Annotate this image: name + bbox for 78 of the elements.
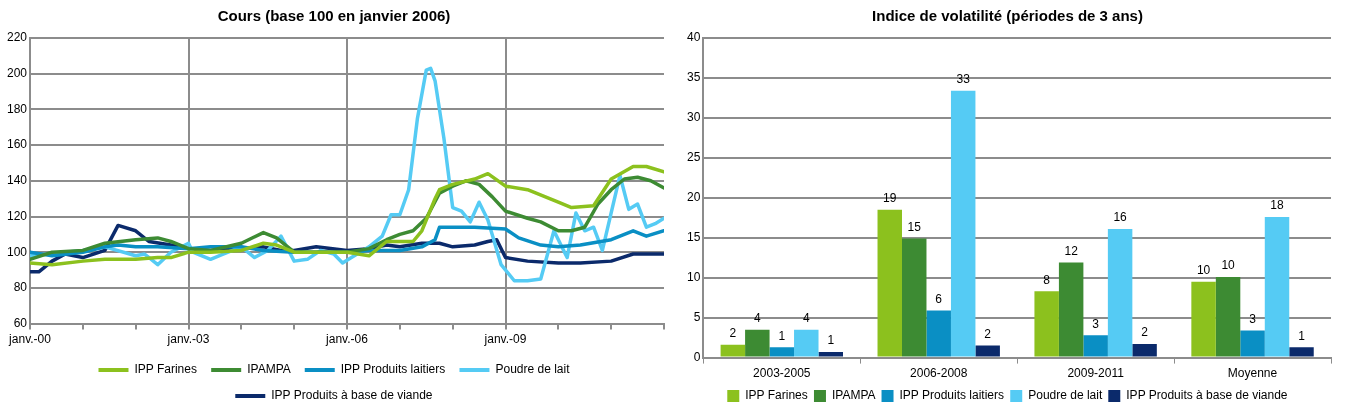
- y-tick-label: 180: [6, 101, 28, 116]
- bar: [1289, 347, 1314, 357]
- legend-label: Poudre de lait: [1028, 388, 1103, 403]
- data-label: 2: [729, 326, 737, 341]
- bar: [877, 209, 902, 357]
- data-label: 3: [1249, 311, 1257, 326]
- bar: [975, 345, 1000, 357]
- data-label: 19: [883, 191, 897, 206]
- data-label: 33: [956, 72, 971, 87]
- legend-label: IPAMPA: [831, 388, 876, 403]
- y-tick-label: 120: [6, 208, 28, 223]
- y-tick-label: 220: [6, 30, 28, 45]
- data-label: 18: [1270, 198, 1285, 213]
- bar: [1215, 276, 1241, 357]
- x-tick-label: Moyenne: [1227, 366, 1278, 381]
- data-label: 10: [1221, 258, 1236, 273]
- bar: [950, 90, 976, 357]
- legend-label: IPP Produits à base de viande: [271, 388, 433, 403]
- data-label: 1: [778, 328, 786, 343]
- legend-label: IPP Farines: [134, 362, 197, 377]
- y-tick-label: 35: [686, 70, 701, 85]
- bar: [1132, 344, 1157, 357]
- data-label: 6: [935, 291, 943, 306]
- data-label: 2: [1141, 325, 1149, 340]
- y-tick-label: 140: [6, 173, 28, 188]
- y-tick-label: 80: [13, 280, 28, 295]
- y-tick-label: 20: [686, 190, 701, 205]
- x-tick-label: 2003-2005: [753, 366, 811, 381]
- y-tick-label: 160: [6, 137, 28, 152]
- data-label: 2: [984, 326, 992, 341]
- y-tick-label: 30: [686, 110, 701, 125]
- data-label: 3: [1092, 316, 1100, 331]
- data-label: 16: [1113, 210, 1128, 225]
- legend-label: IPP Farines: [745, 388, 808, 403]
- x-tick-label: janv.-09: [483, 332, 527, 347]
- y-tick-label: 100: [6, 244, 28, 259]
- bar: [1034, 291, 1059, 357]
- bar: [1107, 228, 1133, 357]
- bar: [1058, 262, 1084, 357]
- legend-label: Poudre de lait: [495, 362, 571, 377]
- data-label: 10: [1196, 263, 1211, 278]
- x-tick-label: janv.-06: [325, 332, 369, 347]
- x-tick-label: 2006-2008: [910, 366, 968, 381]
- bar: [902, 238, 927, 357]
- legend-label: IPP Produits à base de viande: [1126, 388, 1288, 403]
- chart-title: Indice de volatilité (périodes de 3 ans): [872, 7, 1143, 25]
- y-tick-label: 60: [13, 315, 28, 330]
- data-label: 15: [907, 219, 922, 234]
- bar: [818, 352, 843, 357]
- bar: [1191, 281, 1216, 357]
- x-tick-label: janv.-03: [166, 332, 210, 347]
- legend-label: IPP Produits laitiers: [899, 388, 1005, 403]
- y-tick-label: 10: [686, 270, 701, 285]
- data-label: 12: [1064, 243, 1079, 258]
- bar: [720, 344, 746, 357]
- y-tick-label: 5: [693, 309, 701, 324]
- y-tick-label: 0: [693, 349, 701, 364]
- y-tick-label: 200: [6, 66, 28, 81]
- bar: [1240, 330, 1265, 357]
- bar: [769, 347, 795, 357]
- data-label: 1: [1298, 328, 1306, 343]
- y-tick-label: 40: [686, 30, 701, 45]
- bar: [1083, 335, 1108, 357]
- legend-label: IPAMPA: [247, 362, 291, 377]
- x-tick-label: janv.-00: [8, 332, 52, 347]
- legend-label: IPP Produits laitiers: [340, 362, 446, 377]
- y-tick-label: 25: [686, 150, 701, 165]
- x-tick-label: 2009-2011: [1067, 366, 1125, 381]
- bar: [745, 329, 770, 357]
- data-label: 8: [1043, 272, 1051, 287]
- data-label: 4: [802, 310, 810, 325]
- data-label: 1: [827, 333, 835, 348]
- chart-title: Cours (base 100 en janvier 2006): [217, 7, 451, 25]
- bar: [794, 329, 819, 357]
- bar: [1264, 216, 1290, 357]
- y-tick-label: 15: [686, 230, 701, 245]
- data-label: 4: [753, 310, 761, 325]
- bar: [926, 310, 951, 357]
